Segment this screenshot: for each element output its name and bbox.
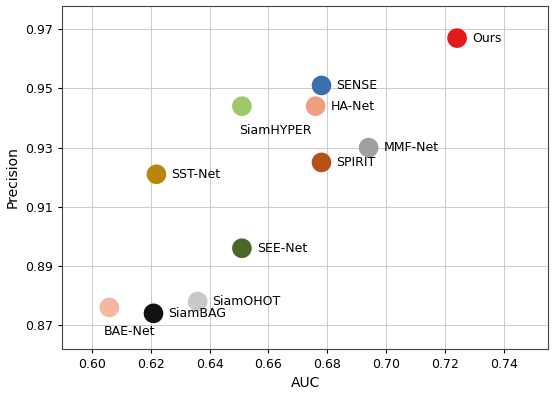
Point [193, 298, 202, 305]
Text: BAE-Net: BAE-Net [104, 325, 155, 338]
Point [364, 145, 373, 151]
Text: SENSE: SENSE [336, 79, 377, 92]
Point [149, 310, 158, 316]
X-axis label: AUC: AUC [291, 377, 320, 390]
Y-axis label: Precision: Precision [6, 146, 19, 208]
Point [453, 35, 461, 41]
Text: SiamHYPER: SiamHYPER [239, 124, 311, 137]
Point [152, 171, 161, 177]
Point [311, 103, 320, 109]
Point [317, 159, 326, 166]
Text: MMF-Net: MMF-Net [383, 141, 439, 154]
Text: SiamBAG: SiamBAG [168, 307, 226, 320]
Text: Ours: Ours [472, 32, 501, 45]
Text: SEE-Net: SEE-Net [257, 242, 307, 255]
Point [238, 245, 247, 251]
Point [105, 304, 114, 310]
Text: SST-Net: SST-Net [171, 168, 220, 181]
Text: SiamOHOT: SiamOHOT [212, 295, 281, 308]
Point [238, 103, 247, 109]
Text: SPIRIT: SPIRIT [336, 156, 376, 169]
Point [317, 82, 326, 89]
Text: HA-Net: HA-Net [330, 100, 375, 113]
